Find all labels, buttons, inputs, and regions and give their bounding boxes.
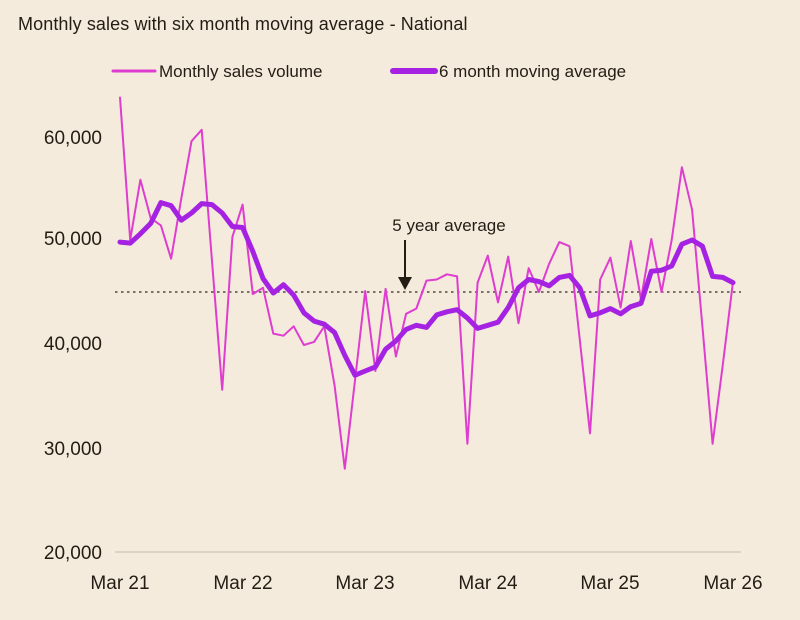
y-axis: 60,000 50,000 40,000 30,000 20,000	[44, 128, 102, 564]
chart-title: Monthly sales with six month moving aver…	[18, 14, 468, 34]
moving-average-line	[117, 200, 736, 378]
annotation-arrow-head-icon	[398, 277, 412, 290]
five-year-average-label: 5 year average	[392, 216, 505, 235]
x-tick-mar21: Mar 21	[90, 573, 149, 594]
y-tick-50000: 50,000	[44, 229, 102, 250]
x-axis: Mar 21 Mar 22 Mar 23 Mar 24 Mar 25 Mar 2…	[90, 573, 762, 594]
monthly-sales-line	[119, 96, 734, 470]
x-tick-mar24: Mar 24	[458, 573, 518, 594]
y-tick-40000: 40,000	[44, 334, 102, 355]
x-tick-mar26: Mar 26	[703, 573, 762, 594]
legend-label-monthly-sales: Monthly sales volume	[159, 62, 322, 81]
chart-legend: Monthly sales volume 6 month moving aver…	[111, 62, 626, 81]
x-tick-mar23: Mar 23	[335, 573, 394, 594]
x-tick-mar22: Mar 22	[213, 573, 272, 594]
x-tick-mar25: Mar 25	[580, 573, 639, 594]
y-tick-20000: 20,000	[44, 543, 102, 564]
y-tick-30000: 30,000	[44, 439, 102, 460]
y-tick-60000: 60,000	[44, 128, 102, 149]
legend-label-moving-average: 6 month moving average	[439, 62, 626, 81]
five-year-average-annotation: 5 year average	[392, 216, 506, 290]
